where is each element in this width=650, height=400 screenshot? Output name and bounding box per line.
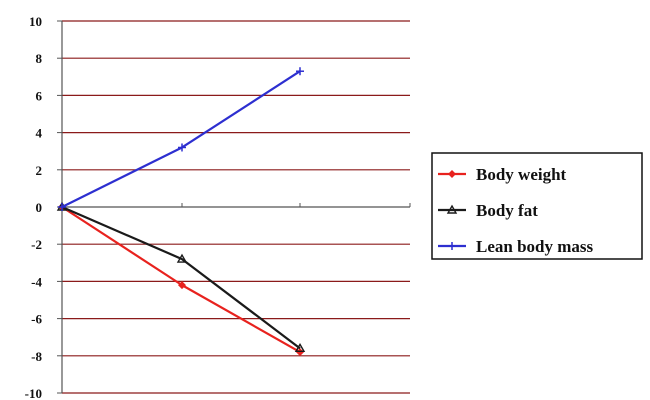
- data-point: [448, 170, 456, 178]
- series-line: [61, 206, 301, 354]
- y-tick-label: -8: [31, 349, 42, 364]
- legend-item: Lean body mass: [438, 237, 594, 256]
- y-tick-label: -2: [31, 237, 42, 252]
- legend-label: Lean body mass: [476, 237, 594, 256]
- data-point: [294, 342, 306, 353]
- series-lines: [56, 67, 306, 357]
- y-tick-label: -10: [25, 386, 42, 400]
- y-tick-label: -4: [31, 274, 42, 289]
- legend: Body weight Body fat Lean body mass: [431, 152, 643, 260]
- series-line: [61, 205, 301, 350]
- data-point: [178, 143, 186, 152]
- y-tick-label: 10: [29, 14, 42, 29]
- data-point: [58, 203, 66, 211]
- y-tick-label: 0: [36, 200, 43, 215]
- y-tick-label: -6: [31, 312, 42, 327]
- data-point: [176, 253, 188, 263]
- legend-label: Body fat: [476, 201, 538, 220]
- data-point: [178, 281, 186, 290]
- series-line: [61, 70, 301, 208]
- data-point: [446, 204, 458, 214]
- data-point: [296, 67, 304, 76]
- series-body-weight: [58, 203, 304, 357]
- y-tick-label: 6: [36, 88, 43, 103]
- y-tick-label: 8: [36, 51, 43, 66]
- data-point: [296, 348, 304, 357]
- series-body-fat: [56, 201, 306, 353]
- y-tick-label: 2: [36, 163, 43, 178]
- data-point: [448, 242, 456, 250]
- legend-item: Body fat: [438, 201, 538, 220]
- series-lean-body-mass: [58, 67, 304, 211]
- y-tick-label: 4: [36, 126, 43, 141]
- legend-box: [431, 152, 643, 260]
- axes: 10 8 6 4 2 0 -2 -4 -6 -8 -10: [25, 14, 411, 400]
- legend-item: Body weight: [438, 165, 567, 184]
- legend-label: Body weight: [476, 165, 567, 184]
